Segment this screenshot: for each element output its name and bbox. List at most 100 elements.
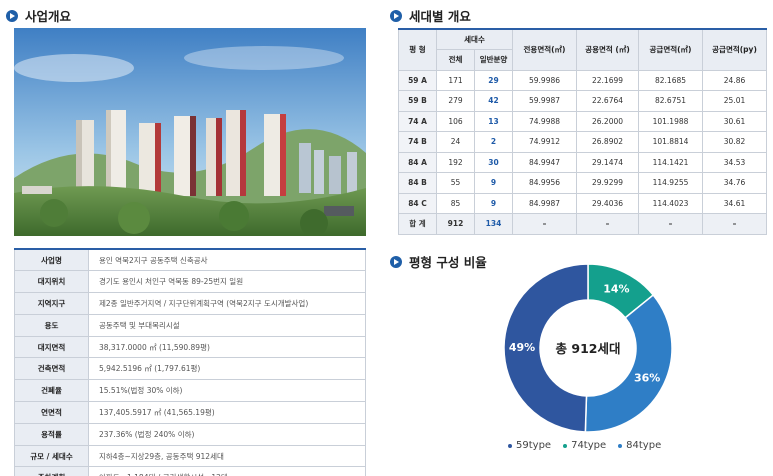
cell-common: 26.2000 xyxy=(576,110,640,132)
apartment-rendering-image xyxy=(14,28,366,236)
cell-type: 59 A xyxy=(398,69,437,91)
header-supply-area-py: 공급면적(py) xyxy=(702,28,768,71)
header-exclusive-area: 전용면적(㎡) xyxy=(512,28,578,71)
table-row: 84 B 55 9 84.9956 29.9299 114.9255 34.76 xyxy=(398,172,768,194)
cell-exclusive: 84.9956 xyxy=(512,172,578,194)
overview-row: 규모 / 세대수 지하4층~지상29층, 공동주택 912세대 xyxy=(14,444,366,468)
section-bullet-icon xyxy=(6,9,18,22)
legend-dot-icon xyxy=(618,443,623,448)
cell-general: 13 xyxy=(473,110,514,132)
cell-supply-py: 34.76 xyxy=(702,172,768,194)
overview-label: 용적률 xyxy=(14,422,89,446)
cell-supply: 101.1988 xyxy=(638,110,704,132)
cell-total: 24 xyxy=(436,131,475,153)
project-overview-table: 사업명 용인 역북2지구 공동주택 신축공사 대지위치 경기도 용인시 처인구 역북동… xyxy=(14,248,366,476)
overview-value: 경기도 용인시 처인구 역북동 89-25번지 일원 xyxy=(88,270,366,294)
cell-supply: 114.4023 xyxy=(638,192,704,214)
overview-value: 아파트 : 1,184대 / 근린생활시설 : 12대 xyxy=(88,466,366,476)
unit-ratio-donut-chart: 14% 36% 49% 총 912세대 xyxy=(503,263,673,433)
overview-label: 지역지구 xyxy=(14,292,89,315)
cell-exclusive: 59.9986 xyxy=(512,69,578,91)
ratio-title-text: 평형 구성 비율 xyxy=(409,255,487,270)
section-bullet-icon xyxy=(390,255,402,268)
cell-supply: 114.9255 xyxy=(638,172,704,194)
overview-label: 연면적 xyxy=(14,401,89,424)
legend-label: 59type xyxy=(516,440,552,451)
cell-type: 84 A xyxy=(398,151,437,173)
table-row: 84 C 85 9 84.9987 29.4036 114.4023 34.61 xyxy=(398,192,768,214)
overview-title-text: 사업개요 xyxy=(25,9,72,24)
section-bullet-icon xyxy=(390,9,402,22)
table-row: 74 A 106 13 74.9988 26.2000 101.1988 30.61 xyxy=(398,110,768,132)
legend-item-59type: 59type xyxy=(508,440,551,451)
cell-supply-py: – xyxy=(702,213,768,235)
chart-legend: 59type 74type 84type xyxy=(508,440,661,451)
overview-label: 주차계획 xyxy=(14,466,89,476)
cell-supply-py: 30.61 xyxy=(702,110,768,132)
slice-label-84type: 36% xyxy=(634,371,660,384)
cell-supply: – xyxy=(638,213,704,235)
units-section-title: 세대별 개요 xyxy=(390,6,471,25)
units-title-text: 세대별 개요 xyxy=(409,9,471,24)
overview-label: 사업명 xyxy=(14,248,89,272)
cell-exclusive: 84.9987 xyxy=(512,192,578,214)
overview-row: 대지위치 경기도 용인시 처인구 역북동 89-25번지 일원 xyxy=(14,270,366,294)
cell-total: 912 xyxy=(436,213,475,235)
overview-row: 주차계획아파트 : 1,184대 / 근린생활시설 : 12대 xyxy=(14,466,366,476)
cell-total: 171 xyxy=(436,69,475,91)
overview-value: 38,317.0000 ㎡ (11,590.89평) xyxy=(88,335,366,359)
cell-common: 29.4036 xyxy=(576,192,640,214)
overview-row: 사업명 용인 역북2지구 공동주택 신축공사 xyxy=(14,248,366,272)
table-row: 59 B 279 42 59.9987 22.6764 82.6751 25.01 xyxy=(398,90,768,112)
cell-total: 106 xyxy=(436,110,475,132)
table-row: 59 A 171 29 59.9986 22.1699 82.1685 24.86 xyxy=(398,69,768,91)
total-row: 합 계 912 134– – – – xyxy=(398,213,768,235)
header-general-sale: 일반분양 xyxy=(473,49,514,71)
overview-value: 용인 역북2지구 공동주택 신축공사 xyxy=(88,248,366,272)
legend-label: 74type xyxy=(571,440,607,451)
cell-type: 84 B xyxy=(398,172,437,194)
header-supply-area: 공급면적(㎡) xyxy=(638,28,704,71)
cell-supply-py: 34.53 xyxy=(702,151,768,173)
cell-total: 85 xyxy=(436,192,475,214)
cell-general: 29 xyxy=(473,69,514,91)
header-households: 세대수 xyxy=(435,28,514,50)
ratio-section-title: 평형 구성 비율 xyxy=(390,252,487,271)
overview-value: 5,942.5196 ㎡ (1,797.61평) xyxy=(88,357,366,381)
donut-slice-84type xyxy=(584,293,673,433)
legend-dot-icon xyxy=(563,443,568,448)
overview-row: 지역지구 제2종 일반주거지역 / 지구단위계획구역 (역북2지구 도시개발사업) xyxy=(14,292,366,315)
legend-label: 84type xyxy=(626,440,662,451)
cell-common: 22.6764 xyxy=(576,90,640,112)
cell-type: 59 B xyxy=(398,90,437,112)
cell-common: 29.1474 xyxy=(576,151,640,173)
overview-value: 지하4층~지상29층, 공동주택 912세대 xyxy=(88,444,366,468)
overview-label: 대지면적 xyxy=(14,335,89,359)
cell-common: – xyxy=(576,213,640,235)
slice-label-59type: 49% xyxy=(509,341,535,354)
overview-row: 용도 공동주택 및 부대복리시설 xyxy=(14,313,366,337)
cell-common: 26.8902 xyxy=(576,131,640,153)
cell-exclusive: – xyxy=(512,213,578,235)
donut-center-label: 총 912세대 xyxy=(556,341,621,356)
cell-total: 192 xyxy=(436,151,475,173)
cell-general: 42 xyxy=(473,90,514,112)
cell-exclusive: 74.9912 xyxy=(512,131,578,153)
overview-value: 137,405.5917 ㎡ (41,565.19평) xyxy=(88,401,366,424)
donut-slice-59type xyxy=(503,263,589,433)
table-row: 84 A 192 30 84.9947 29.1474 114.1421 34.53 xyxy=(398,151,768,173)
cell-total: 55 xyxy=(436,172,475,194)
overview-value: 공동주택 및 부대복리시설 xyxy=(88,313,366,337)
overview-value: 15.51%(법정 30% 이하) xyxy=(88,379,366,403)
cell-supply-py: 24.86 xyxy=(702,69,768,91)
overview-label: 용도 xyxy=(14,313,89,337)
overview-row: 연면적 137,405.5917 ㎡ (41,565.19평) xyxy=(14,401,366,424)
cell-general: 2 xyxy=(473,131,514,153)
cell-type: 합 계 xyxy=(398,213,437,235)
overview-row: 건폐율 15.51%(법정 30% 이하) xyxy=(14,379,366,403)
cell-type: 74 A xyxy=(398,110,437,132)
cell-common: 22.1699 xyxy=(576,69,640,91)
unit-overview-table: 평 형 세대수 전용면적(㎡) 공용면적 (㎡) 공급면적(㎡) 공급면적(py… xyxy=(398,28,768,235)
cell-supply: 82.1685 xyxy=(638,69,704,91)
overview-section-title: 사업개요 xyxy=(6,6,71,25)
